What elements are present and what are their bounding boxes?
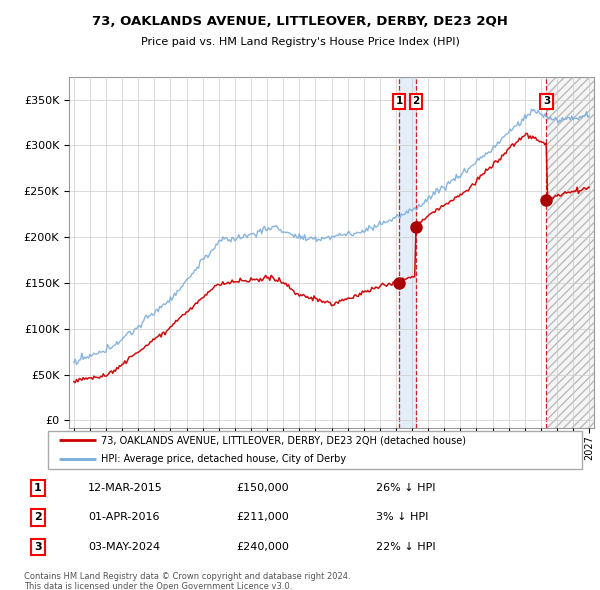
Text: 12-MAR-2015: 12-MAR-2015 xyxy=(88,483,163,493)
Text: 73, OAKLANDS AVENUE, LITTLEOVER, DERBY, DE23 2QH: 73, OAKLANDS AVENUE, LITTLEOVER, DERBY, … xyxy=(92,15,508,28)
Text: 3: 3 xyxy=(34,542,42,552)
FancyBboxPatch shape xyxy=(48,431,582,469)
Text: 3% ↓ HPI: 3% ↓ HPI xyxy=(376,513,428,522)
Bar xyxy=(547,77,594,428)
Bar xyxy=(399,77,416,428)
Text: 2: 2 xyxy=(34,513,42,522)
Text: £150,000: £150,000 xyxy=(236,483,289,493)
Bar xyxy=(547,77,594,428)
Text: 73, OAKLANDS AVENUE, LITTLEOVER, DERBY, DE23 2QH (detached house): 73, OAKLANDS AVENUE, LITTLEOVER, DERBY, … xyxy=(101,435,466,445)
Text: 1: 1 xyxy=(395,96,403,106)
Text: 2: 2 xyxy=(412,96,419,106)
Text: Contains HM Land Registry data © Crown copyright and database right 2024.: Contains HM Land Registry data © Crown c… xyxy=(24,572,350,581)
Text: 03-MAY-2024: 03-MAY-2024 xyxy=(88,542,160,552)
Text: 3: 3 xyxy=(543,96,550,106)
Text: £240,000: £240,000 xyxy=(236,542,289,552)
Text: 22% ↓ HPI: 22% ↓ HPI xyxy=(376,542,435,552)
Text: 01-APR-2016: 01-APR-2016 xyxy=(88,513,160,522)
Text: £211,000: £211,000 xyxy=(236,513,289,522)
Text: Price paid vs. HM Land Registry's House Price Index (HPI): Price paid vs. HM Land Registry's House … xyxy=(140,37,460,47)
Text: This data is licensed under the Open Government Licence v3.0.: This data is licensed under the Open Gov… xyxy=(24,582,292,590)
Text: 1: 1 xyxy=(34,483,42,493)
Text: 26% ↓ HPI: 26% ↓ HPI xyxy=(376,483,435,493)
Text: HPI: Average price, detached house, City of Derby: HPI: Average price, detached house, City… xyxy=(101,454,347,464)
